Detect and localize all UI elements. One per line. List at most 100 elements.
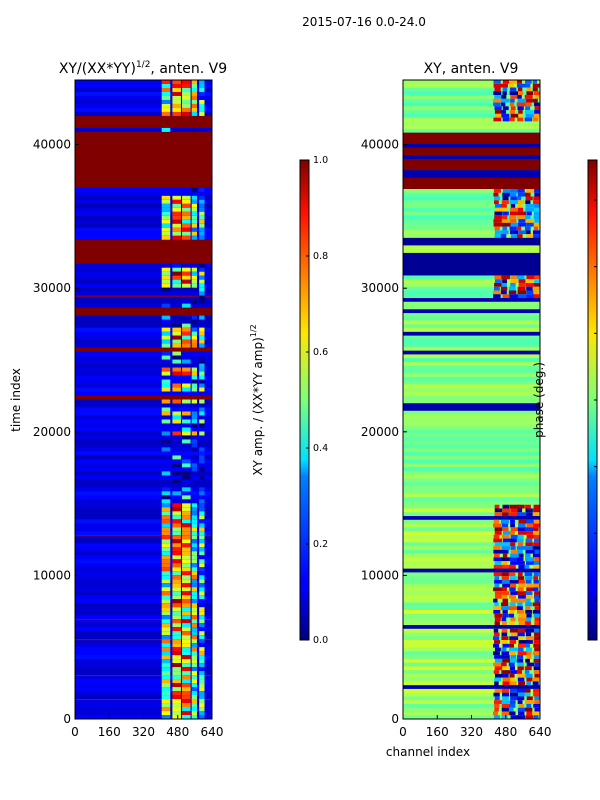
phase-cell — [517, 192, 527, 197]
phase-cell — [502, 531, 513, 536]
phase-cell — [509, 200, 519, 205]
phase-row — [403, 204, 540, 209]
amplitude-cell — [172, 695, 181, 700]
phase-row — [403, 403, 540, 408]
amplitude-cell — [191, 227, 198, 233]
amplitude-cell — [182, 80, 191, 85]
amplitude-row — [75, 455, 212, 460]
amplitude-cell — [172, 699, 181, 704]
amplitude-cell — [199, 407, 205, 412]
amplitude-row — [75, 519, 212, 524]
phase-cell — [532, 230, 540, 235]
amplitude-band — [75, 151, 212, 157]
phase-row — [403, 707, 540, 712]
amplitude-cell — [172, 415, 181, 420]
phase-cell — [510, 279, 518, 284]
phase-row — [403, 200, 540, 205]
amplitude-cell — [199, 707, 205, 712]
amplitude-cell — [182, 207, 191, 213]
amplitude-heatmap — [75, 80, 212, 720]
phase-row — [403, 196, 540, 201]
phase-cell — [518, 523, 526, 528]
amplitude-cell — [161, 639, 171, 644]
phase-cell — [525, 279, 535, 284]
phase-row — [403, 395, 540, 400]
amplitude-cell — [172, 635, 181, 640]
amplitude-cell — [199, 583, 205, 588]
amplitude-cell — [161, 439, 171, 444]
amplitude-row — [75, 563, 212, 568]
amplitude-cell — [191, 267, 198, 273]
phase-row — [403, 83, 540, 88]
phase-cell — [533, 542, 540, 547]
amplitude-cell — [172, 431, 181, 436]
amplitude-cell — [172, 551, 181, 556]
phase-cell — [502, 564, 510, 570]
phase-cell — [502, 192, 511, 197]
amplitude-cell — [182, 419, 191, 424]
amplitude-cell — [172, 663, 181, 668]
amplitude-cell — [161, 367, 171, 372]
phase-row — [403, 482, 540, 487]
amplitude-row — [75, 435, 212, 440]
phase-cell — [534, 591, 540, 596]
phase-row — [403, 324, 540, 329]
amplitude-cell — [199, 355, 205, 360]
phase-cell — [517, 87, 523, 92]
amplitude-cell — [182, 599, 191, 604]
amplitude-cell — [172, 687, 181, 692]
phase-cell — [517, 658, 524, 664]
amplitude-cell — [191, 607, 198, 612]
phase-cell — [508, 290, 517, 295]
phase-cell — [501, 711, 511, 716]
amplitude-cell — [199, 399, 205, 404]
amplitude-cell — [172, 383, 181, 388]
amplitude-cell — [161, 411, 171, 416]
amplitude-cell — [191, 419, 198, 424]
amplitude-cell — [172, 651, 181, 656]
phase-cell — [525, 196, 533, 201]
amplitude-row — [75, 223, 212, 229]
amplitude-cell — [199, 107, 205, 113]
amplitude-cell — [191, 331, 198, 336]
phase-cell — [518, 636, 523, 641]
phase-cell — [518, 703, 525, 709]
amplitude-cell — [191, 80, 198, 85]
amplitude-row — [75, 579, 212, 584]
phase-band — [403, 166, 540, 171]
phase-row — [403, 365, 540, 370]
phase-cell — [532, 587, 539, 592]
amplitude-cell — [172, 211, 181, 217]
phase-cell — [516, 226, 522, 231]
phase-cell — [509, 587, 516, 592]
phase-colorbar-label: phase (deg.) — [532, 362, 546, 438]
amplitude-cell — [161, 539, 171, 544]
phase-row — [403, 222, 540, 227]
amplitude-cell — [182, 567, 191, 572]
amplitude-cell — [191, 635, 198, 640]
phase-cell — [533, 688, 540, 694]
phase-cell — [533, 290, 539, 295]
amplitude-cell — [182, 671, 191, 676]
amplitude-cell — [161, 227, 171, 233]
amplitude-cbar-tick-label: 1.0 — [313, 155, 328, 166]
amplitude-cell — [161, 623, 171, 628]
amplitude-cell — [199, 343, 205, 348]
phase-cell — [502, 222, 511, 227]
phase-cell — [524, 110, 534, 115]
amplitude-cell — [172, 507, 181, 512]
amplitude-cell — [182, 283, 191, 289]
amplitude-cell — [199, 559, 205, 564]
amplitude-cell — [161, 387, 171, 392]
phase-row — [403, 527, 540, 532]
amplitude-cell — [182, 331, 191, 336]
phase-cell — [532, 711, 540, 716]
phase-cell — [493, 519, 500, 524]
amplitude-band — [75, 347, 212, 352]
amplitude-cell — [172, 703, 181, 708]
amplitude-row — [75, 447, 212, 452]
phase-cell — [517, 576, 525, 581]
amplitude-cell — [199, 295, 205, 301]
amplitude-cell — [199, 623, 205, 628]
amplitude-cell — [199, 187, 205, 193]
